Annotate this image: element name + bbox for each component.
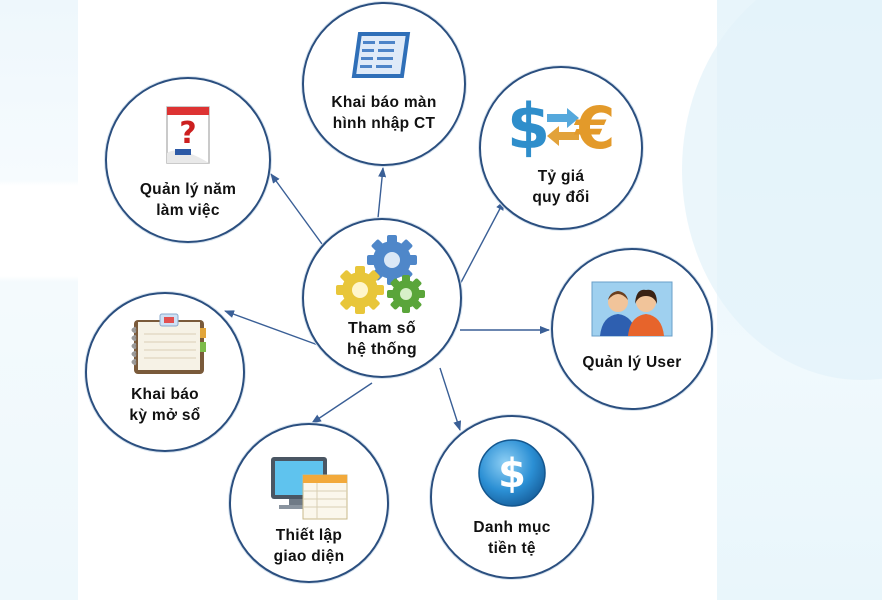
node-entry-screen[interactable]: Khai báo màn hình nhập CT <box>302 2 466 166</box>
connector-to-currency-list <box>439 367 462 431</box>
svg-text:$: $ <box>498 451 526 497</box>
node-entry-screen-label: Khai báo màn hình nhập CT <box>331 94 437 132</box>
connector-to-entry-screen <box>377 167 387 219</box>
node-currency-list[interactable]: $ Danh mục tiền tệ <box>430 415 594 579</box>
node-opening-period-label: Khai báo kỳ mở sổ <box>129 386 201 424</box>
form-icon <box>351 32 411 78</box>
users-icon <box>591 281 673 337</box>
connector-to-opening-period <box>224 310 319 346</box>
notebook-icon <box>131 313 206 374</box>
connector-to-exchange-rate <box>456 200 505 291</box>
connector-to-interface-setup <box>311 382 373 424</box>
node-interface-setup[interactable]: Thiết lập giao diện <box>229 423 389 583</box>
svg-text:€: € <box>573 94 615 160</box>
node-exchange-rate-label: Tỷ giá quy đổi <box>532 168 590 206</box>
node-working-year[interactable]: ? Quản lý năm làm việc <box>105 77 271 243</box>
svg-text:$: $ <box>507 90 550 160</box>
monitor-window-icon <box>271 457 348 520</box>
gears-icon <box>336 235 425 314</box>
node-system-parameters-label: Tham số hệ thống <box>347 320 417 358</box>
svg-text:?: ? <box>179 116 196 151</box>
node-working-year-label: Quản lý năm làm việc <box>139 181 237 219</box>
node-user-management[interactable]: Quản lý User <box>551 248 713 410</box>
calendar-question-icon: ? <box>166 106 210 164</box>
node-user-management-label: Quản lý User <box>582 354 682 371</box>
node-interface-setup-label: Thiết lập giao diện <box>273 527 345 565</box>
node-exchange-rate[interactable]: $ € Tỷ giá quy đổi <box>479 66 643 230</box>
background-left-band <box>0 0 78 600</box>
dollar-euro-exchange-icon: $ € <box>507 90 615 160</box>
node-system-parameters[interactable]: Tham số hệ thống <box>302 218 462 378</box>
node-opening-period[interactable]: Khai báo kỳ mở sổ <box>85 292 245 452</box>
node-currency-list-label: Danh mục tiền tệ <box>473 519 551 557</box>
connector-to-working-year <box>270 173 323 245</box>
dollar-coin-icon: $ <box>478 439 546 507</box>
